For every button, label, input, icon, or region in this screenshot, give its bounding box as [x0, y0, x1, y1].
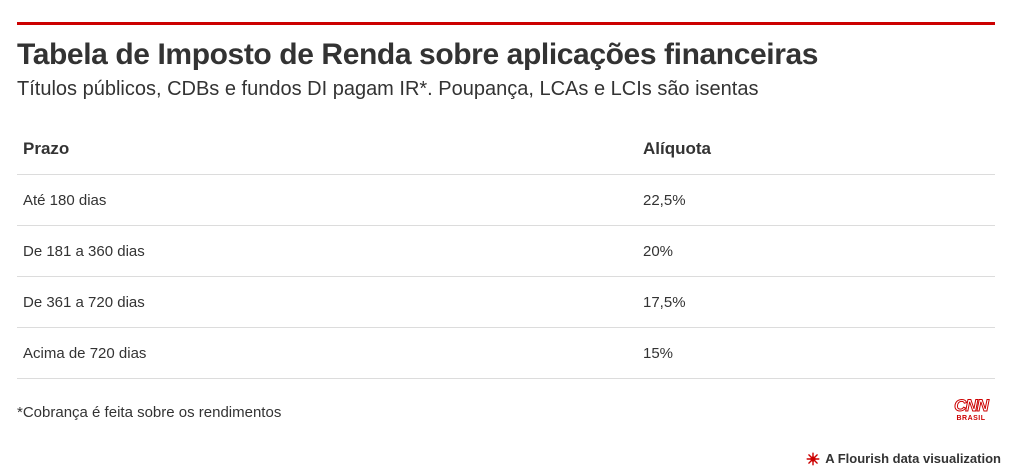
- cell-prazo: Acima de 720 dias: [17, 327, 637, 379]
- table-row: De 181 a 360 dias 20%: [17, 225, 995, 277]
- top-accent-rule: [17, 22, 995, 25]
- cnn-brasil-logo[interactable]: CNN BRASIL: [952, 396, 990, 425]
- table-row: De 361 a 720 dias 17,5%: [17, 276, 995, 328]
- table-row: Acima de 720 dias 15%: [17, 327, 995, 379]
- table-row: Até 180 dias 22,5%: [17, 174, 995, 226]
- page-subtitle: Títulos públicos, CDBs e fundos DI pagam…: [17, 78, 759, 100]
- cell-aliquota: 15%: [637, 327, 995, 379]
- cell-prazo: Até 180 dias: [17, 174, 637, 226]
- tax-rate-table: Prazo Alíquota Até 180 dias 22,5% De 181…: [17, 124, 995, 379]
- logo-wordmark: CNN: [954, 396, 990, 415]
- cell-prazo: De 361 a 720 dias: [17, 276, 637, 328]
- column-header-prazo: Prazo: [17, 124, 637, 175]
- logo-subtext: BRASIL: [956, 415, 986, 422]
- flourish-icon: [806, 452, 820, 466]
- table-header-row: Prazo Alíquota: [17, 124, 995, 175]
- flourish-credit-link[interactable]: A Flourish data visualization: [806, 451, 1001, 466]
- footnote: *Cobrança é feita sobre os rendimentos: [17, 404, 282, 421]
- flourish-credit-label: A Flourish data visualization: [825, 451, 1001, 466]
- cell-prazo: De 181 a 360 dias: [17, 225, 637, 277]
- cell-aliquota: 17,5%: [637, 276, 995, 328]
- cell-aliquota: 20%: [637, 225, 995, 277]
- column-header-aliquota: Alíquota: [637, 124, 995, 175]
- page-title: Tabela de Imposto de Renda sobre aplicaç…: [17, 38, 819, 71]
- cell-aliquota: 22,5%: [637, 174, 995, 226]
